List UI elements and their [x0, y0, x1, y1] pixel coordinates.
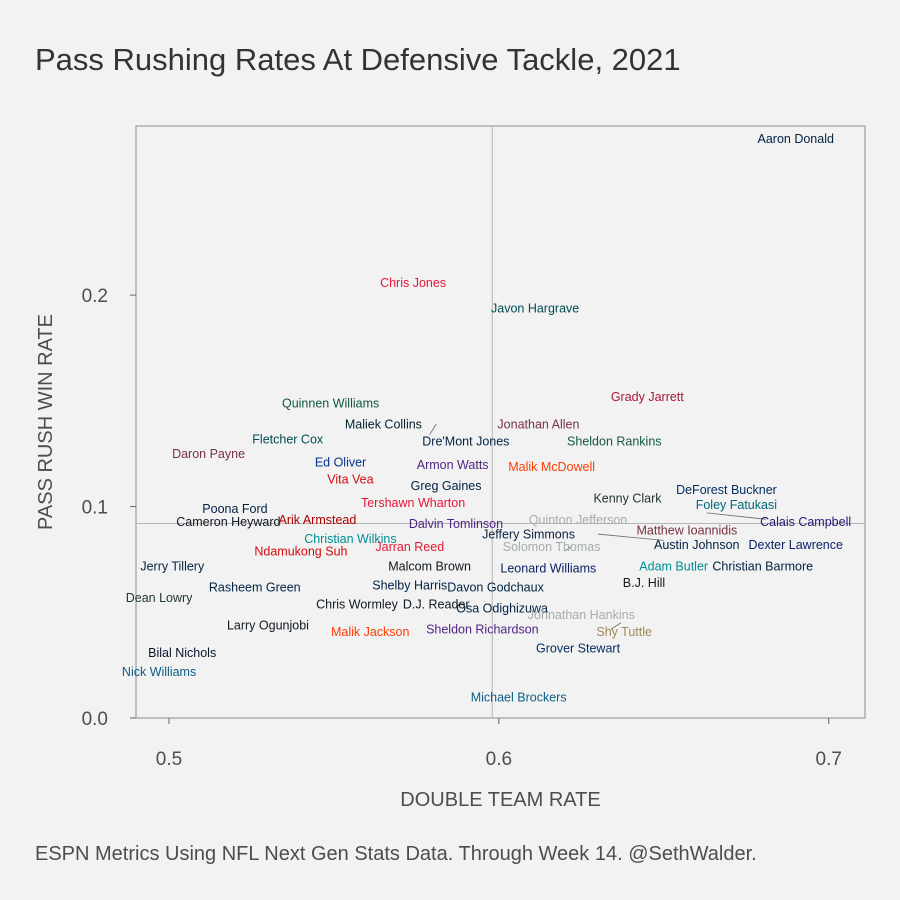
data-point-label: Quinton Jefferson: [529, 513, 627, 527]
label-connector: [597, 533, 664, 541]
plot-panel: [135, 125, 866, 719]
data-point-label: Larry Ogunjobi: [227, 618, 309, 632]
data-point-label: Aaron Donald: [758, 132, 834, 146]
data-point-label: Arik Armstead: [279, 513, 357, 527]
data-point-label: Jerry Tillery: [140, 559, 205, 573]
data-point-label: Daron Payne: [172, 447, 245, 461]
data-point-label: Dalvin Tomlinson: [409, 517, 503, 531]
data-point-label: Solomon Thomas: [503, 540, 601, 554]
data-point-label: D.J. Reader: [403, 597, 470, 611]
data-point-label: Dre'Mont Jones: [422, 435, 509, 449]
data-point-label: Grady Jarrett: [611, 390, 684, 404]
data-point-label: Leonard Williams: [500, 561, 596, 575]
data-point-label: Austin Johnson: [654, 538, 740, 552]
data-point-label: Grover Stewart: [536, 642, 621, 656]
data-point-label: Osa Odighizuwa: [456, 602, 548, 616]
data-point-label: Adam Butler: [639, 559, 708, 573]
data-point-label: Malik Jackson: [331, 625, 410, 639]
label-connector: [706, 512, 767, 520]
data-point-label: Ed Oliver: [315, 456, 366, 470]
data-point-label: Kenny Clark: [593, 492, 662, 506]
data-point-label: Malcom Brown: [388, 559, 471, 573]
data-point-label: Jarran Reed: [375, 540, 444, 554]
x-tick-label: 0.7: [816, 749, 842, 770]
data-point-label: Ndamukong Suh: [254, 544, 347, 558]
data-point-label: Christian Wilkins: [304, 532, 396, 546]
data-point-label: Jonathan Allen: [497, 418, 579, 432]
y-tick-label: 0.0: [82, 709, 108, 730]
data-point-label: Dexter Lawrence: [748, 538, 843, 552]
data-point-label: Poona Ford: [202, 502, 267, 516]
data-point-label: Johnathan Hankins: [528, 608, 635, 622]
data-point-label: Shy Tuttle: [596, 625, 652, 639]
data-point-label: DeForest Buckner: [676, 483, 777, 497]
data-point-label: Calais Campbell: [760, 515, 851, 529]
x-tick-label: 0.6: [486, 749, 512, 770]
y-tick-label: 0.2: [82, 286, 108, 307]
data-point-label: Javon Hargrave: [491, 301, 579, 315]
data-point-label: Jeffery Simmons: [482, 528, 575, 542]
data-point-label: Davon Godchaux: [447, 580, 544, 594]
x-axis-label: DOUBLE TEAM RATE: [400, 789, 600, 811]
data-point-label: Matthew Ioannidis: [636, 523, 737, 537]
data-point-label: Malik McDowell: [508, 460, 595, 474]
data-point-label: B.J. Hill: [623, 576, 665, 590]
label-connector: [429, 423, 437, 435]
data-point-label: Sheldon Richardson: [426, 623, 539, 637]
y-tick-label: 0.1: [82, 498, 108, 519]
data-point-label: Cameron Heyward: [176, 515, 280, 529]
label-connector: [610, 622, 622, 630]
data-point-label: Tershawn Wharton: [361, 496, 465, 510]
data-point-label: Maliek Collins: [345, 418, 422, 432]
data-point-label: Greg Gaines: [411, 479, 482, 493]
data-point-label: Bilal Nichols: [148, 646, 216, 660]
data-point-label: Fletcher Cox: [252, 432, 324, 446]
data-point-label: Chris Jones: [380, 276, 446, 290]
x-tick-label: 0.5: [156, 749, 182, 770]
label-connector: [564, 546, 572, 552]
y-axis-label: PASS RUSH WIN RATE: [35, 314, 57, 530]
data-point-label: Nick Williams: [122, 665, 196, 679]
data-point-label: Shelby Harris: [372, 578, 447, 592]
data-point-label: Christian Barmore: [712, 559, 813, 573]
data-point-label: Rasheem Green: [209, 580, 301, 594]
data-point-label: Michael Brockers: [471, 690, 567, 704]
chart-title: Pass Rushing Rates At Defensive Tackle, …: [35, 42, 681, 77]
data-point-label: Quinnen Williams: [282, 396, 379, 410]
data-point-label: Vita Vea: [327, 473, 373, 487]
data-point-label: Foley Fatukasi: [696, 498, 777, 512]
data-point-label: Chris Wormley: [316, 597, 398, 611]
data-point-label: Dean Lowry: [126, 591, 193, 605]
chart-caption: ESPN Metrics Using NFL Next Gen Stats Da…: [35, 843, 757, 865]
data-point-label: Sheldon Rankins: [567, 435, 662, 449]
data-point-label: Armon Watts: [417, 458, 489, 472]
